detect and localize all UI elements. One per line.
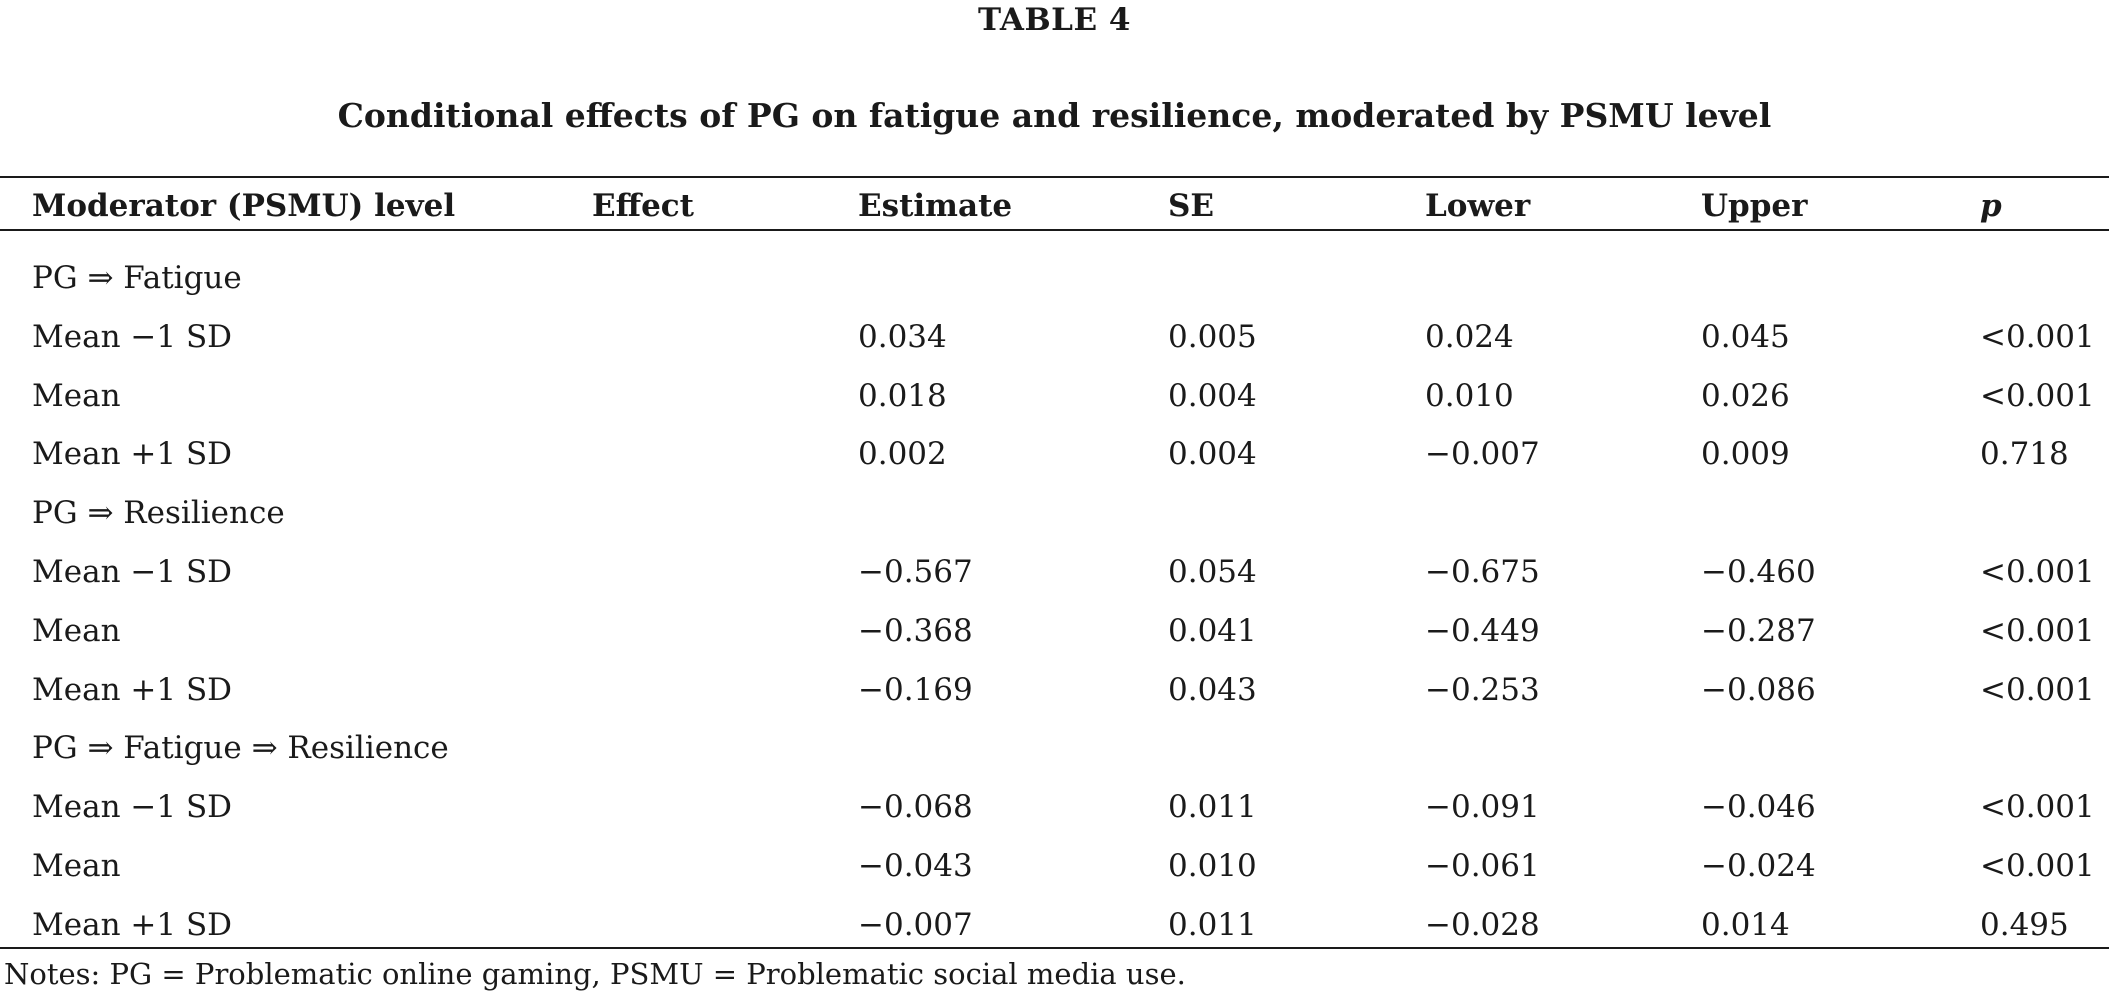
cell-se: 0.005 <box>1168 319 1257 355</box>
table-label: TABLE 4 <box>978 2 1131 38</box>
table-notes: Notes: PG = Problematic online gaming, P… <box>4 957 1186 991</box>
cell-estimate: −0.567 <box>858 554 973 590</box>
cell-p: <0.001 <box>1980 672 2095 708</box>
cell-estimate: 0.034 <box>858 319 947 355</box>
cell-level: Mean <box>32 378 121 414</box>
header-lower: Lower <box>1425 188 1531 224</box>
header-estimate: Estimate <box>858 188 1013 224</box>
table-top-rule <box>0 176 2109 178</box>
cell-p: <0.001 <box>1980 378 2095 414</box>
cell-se: 0.043 <box>1168 672 1257 708</box>
cell-level: Mean +1 SD <box>32 907 233 943</box>
header-effect: Effect <box>592 188 694 224</box>
cell-lower: 0.010 <box>1425 378 1514 414</box>
cell-upper: −0.287 <box>1701 613 1816 649</box>
cell-se: 0.010 <box>1168 848 1257 884</box>
cell-p: <0.001 <box>1980 848 2095 884</box>
cell-level: Mean −1 SD <box>32 319 233 355</box>
header-moderator-level: Moderator (PSMU) level <box>32 188 456 224</box>
cell-se: 0.004 <box>1168 436 1257 472</box>
cell-lower: 0.024 <box>1425 319 1514 355</box>
cell-level: Mean +1 SD <box>32 436 233 472</box>
cell-p: 0.495 <box>1980 907 2069 943</box>
cell-p: <0.001 <box>1980 789 2095 825</box>
group-heading: PG ⇒ Fatigue ⇒ Resilience <box>32 730 449 766</box>
cell-level: Mean −1 SD <box>32 554 233 590</box>
cell-level: Mean −1 SD <box>32 789 233 825</box>
cell-estimate: −0.007 <box>858 907 973 943</box>
cell-upper: 0.014 <box>1701 907 1790 943</box>
cell-level: Mean <box>32 613 121 649</box>
cell-se: 0.004 <box>1168 378 1257 414</box>
cell-upper: −0.460 <box>1701 554 1816 590</box>
cell-p: <0.001 <box>1980 554 2095 590</box>
cell-lower: −0.091 <box>1425 789 1540 825</box>
table-bottom-rule <box>0 947 2109 949</box>
cell-level: Mean +1 SD <box>32 672 233 708</box>
group-heading: PG ⇒ Fatigue <box>32 260 242 296</box>
cell-se: 0.054 <box>1168 554 1257 590</box>
cell-upper: −0.086 <box>1701 672 1816 708</box>
cell-upper: −0.046 <box>1701 789 1816 825</box>
group-heading: PG ⇒ Resilience <box>32 495 285 531</box>
table-header-rule <box>0 229 2109 231</box>
cell-lower: −0.028 <box>1425 907 1540 943</box>
cell-lower: −0.007 <box>1425 436 1540 472</box>
cell-estimate: 0.002 <box>858 436 947 472</box>
cell-lower: −0.449 <box>1425 613 1540 649</box>
cell-lower: −0.061 <box>1425 848 1540 884</box>
cell-estimate: −0.043 <box>858 848 973 884</box>
cell-level: Mean <box>32 848 121 884</box>
cell-upper: −0.024 <box>1701 848 1816 884</box>
cell-se: 0.041 <box>1168 613 1257 649</box>
table-title: Conditional effects of PG on fatigue and… <box>337 96 1772 135</box>
header-se: SE <box>1168 188 1215 224</box>
cell-p: <0.001 <box>1980 319 2095 355</box>
header-p: p <box>1980 188 2002 224</box>
cell-se: 0.011 <box>1168 907 1257 943</box>
cell-estimate: −0.368 <box>858 613 973 649</box>
header-upper: Upper <box>1701 188 1808 224</box>
cell-p: <0.001 <box>1980 613 2095 649</box>
cell-lower: −0.253 <box>1425 672 1540 708</box>
cell-estimate: −0.169 <box>858 672 973 708</box>
cell-upper: 0.045 <box>1701 319 1790 355</box>
cell-upper: 0.009 <box>1701 436 1790 472</box>
cell-p: 0.718 <box>1980 436 2069 472</box>
cell-lower: −0.675 <box>1425 554 1540 590</box>
cell-estimate: 0.018 <box>858 378 947 414</box>
cell-estimate: −0.068 <box>858 789 973 825</box>
cell-upper: 0.026 <box>1701 378 1790 414</box>
cell-se: 0.011 <box>1168 789 1257 825</box>
